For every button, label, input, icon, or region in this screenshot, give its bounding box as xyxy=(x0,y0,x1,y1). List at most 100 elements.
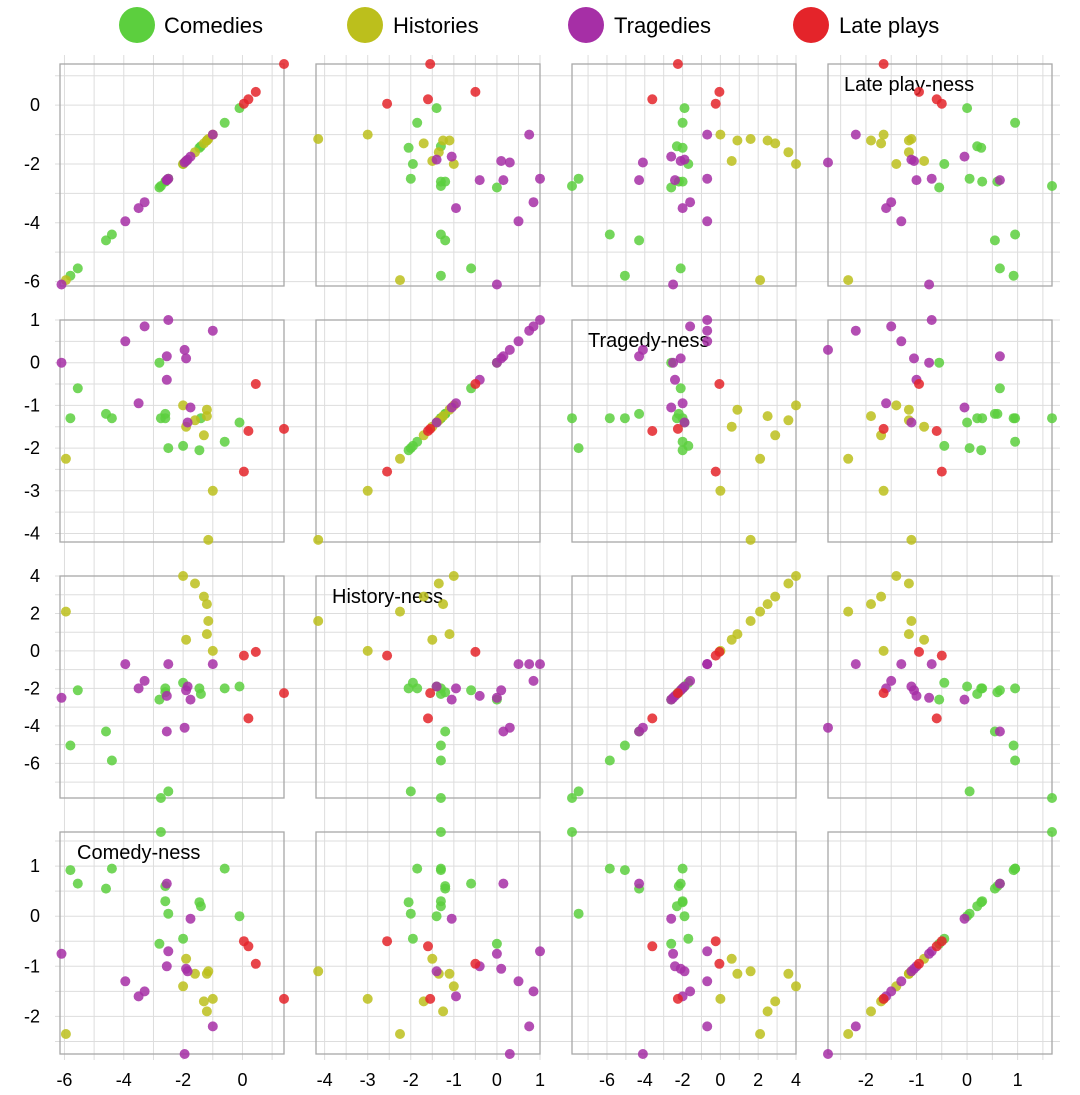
x-tick-label: -6 xyxy=(56,1070,72,1090)
panel-frame xyxy=(571,63,797,287)
data-point-late-plays xyxy=(423,94,433,105)
data-point-comedies xyxy=(106,863,117,874)
x-tick-label: 0 xyxy=(715,1070,725,1090)
data-point-comedies xyxy=(962,103,973,114)
data-point-histories xyxy=(906,534,917,545)
data-point-tragedies xyxy=(906,154,917,165)
data-point-tragedies xyxy=(133,991,144,1002)
data-point-tragedies xyxy=(446,151,457,162)
panel-frame xyxy=(827,575,1053,799)
data-point-comedies xyxy=(234,417,245,428)
data-point-late-plays xyxy=(647,94,658,105)
data-point-comedies xyxy=(431,911,442,922)
data-point-tragedies xyxy=(535,659,545,670)
data-point-late-plays xyxy=(423,713,433,724)
data-point-tragedies xyxy=(163,946,174,957)
data-point-comedies xyxy=(683,933,694,944)
data-point-tragedies xyxy=(528,321,539,332)
data-point-tragedies xyxy=(120,976,131,987)
x-tick-label: 2 xyxy=(753,1070,763,1090)
data-point-comedies xyxy=(964,786,975,797)
data-point-histories xyxy=(770,430,781,441)
data-point-tragedies xyxy=(504,1049,515,1059)
data-point-tragedies xyxy=(685,321,696,332)
data-point-tragedies xyxy=(959,694,970,705)
panel-frame xyxy=(315,319,541,543)
data-point-comedies xyxy=(72,383,83,394)
data-point-late-plays xyxy=(425,59,436,69)
data-point-late-plays xyxy=(931,713,942,724)
data-point-tragedies xyxy=(56,357,67,368)
data-point-histories xyxy=(362,485,373,496)
data-point-tragedies xyxy=(906,417,917,428)
data-point-histories xyxy=(732,968,743,979)
legend: Comedies Histories Tragedies Late plays xyxy=(119,7,939,43)
data-point-comedies xyxy=(101,883,111,894)
data-point-comedies xyxy=(194,445,205,456)
data-point-histories xyxy=(878,129,889,140)
data-point-histories xyxy=(878,645,889,656)
data-point-comedies xyxy=(405,786,416,797)
data-point-late-plays xyxy=(672,688,683,699)
data-point-histories xyxy=(843,275,854,286)
data-point-late-plays xyxy=(914,958,924,969)
data-point-histories xyxy=(791,159,801,169)
data-point-late-plays xyxy=(714,958,725,969)
data-point-tragedies xyxy=(637,157,648,168)
data-point-histories xyxy=(791,400,801,411)
data-point-histories xyxy=(444,135,455,146)
y-tick-label: -1 xyxy=(24,395,40,415)
data-point-histories xyxy=(444,968,455,979)
data-point-late-plays xyxy=(238,98,249,109)
data-point-tragedies xyxy=(139,675,150,686)
data-point-late-plays xyxy=(878,59,889,69)
data-point-tragedies xyxy=(670,374,680,385)
x-tick-label: 0 xyxy=(962,1070,972,1090)
panel-frame xyxy=(827,831,1053,1055)
data-point-tragedies xyxy=(666,151,677,162)
diagonal-label-late-play-ness: Late play-ness xyxy=(844,74,974,96)
data-point-late-plays xyxy=(647,713,658,724)
data-point-tragedies xyxy=(179,722,190,733)
data-point-late-plays xyxy=(878,688,889,699)
data-point-histories xyxy=(732,404,743,415)
data-point-comedies xyxy=(72,878,83,889)
y-tick-label: -2 xyxy=(24,438,40,458)
y-tick-label: 4 xyxy=(30,566,40,586)
data-point-tragedies xyxy=(504,157,515,168)
data-point-histories xyxy=(60,1029,71,1039)
data-point-comedies xyxy=(1008,740,1019,751)
data-point-tragedies xyxy=(926,659,937,670)
panel-grid-layer xyxy=(55,55,1060,1060)
panel-frame xyxy=(59,63,285,287)
data-point-tragedies xyxy=(702,976,713,987)
data-point-comedies xyxy=(440,176,451,187)
data-point-comedies xyxy=(567,181,577,191)
data-point-comedies xyxy=(675,263,686,274)
y-tick-label: -4 xyxy=(24,716,40,736)
data-point-comedies xyxy=(154,357,165,368)
data-point-tragedies xyxy=(207,1021,218,1032)
data-point-tragedies xyxy=(133,398,144,409)
data-point-histories xyxy=(770,138,781,149)
data-point-tragedies xyxy=(535,173,545,184)
data-point-comedies xyxy=(671,901,682,912)
data-point-histories xyxy=(313,966,324,977)
y-tick-label: -3 xyxy=(24,481,40,501)
data-point-tragedies xyxy=(446,913,457,924)
data-point-histories xyxy=(190,578,200,589)
data-point-comedies xyxy=(160,896,171,907)
y-tick-label: 1 xyxy=(30,310,40,330)
data-point-histories xyxy=(843,606,854,617)
data-point-histories xyxy=(843,1029,854,1039)
data-point-tragedies xyxy=(498,726,509,737)
panel-frame-layer xyxy=(59,63,1053,1055)
data-point-comedies xyxy=(435,270,446,281)
data-point-tragedies xyxy=(994,878,1005,889)
data-point-comedies xyxy=(466,263,477,274)
data-point-tragedies xyxy=(677,398,688,409)
data-point-histories xyxy=(60,453,71,464)
diagonal-label-layer: Late play-ness Tragedy-ness History-ness… xyxy=(77,74,974,864)
y-tick-label: -6 xyxy=(24,753,40,773)
data-point-comedies xyxy=(219,117,230,128)
